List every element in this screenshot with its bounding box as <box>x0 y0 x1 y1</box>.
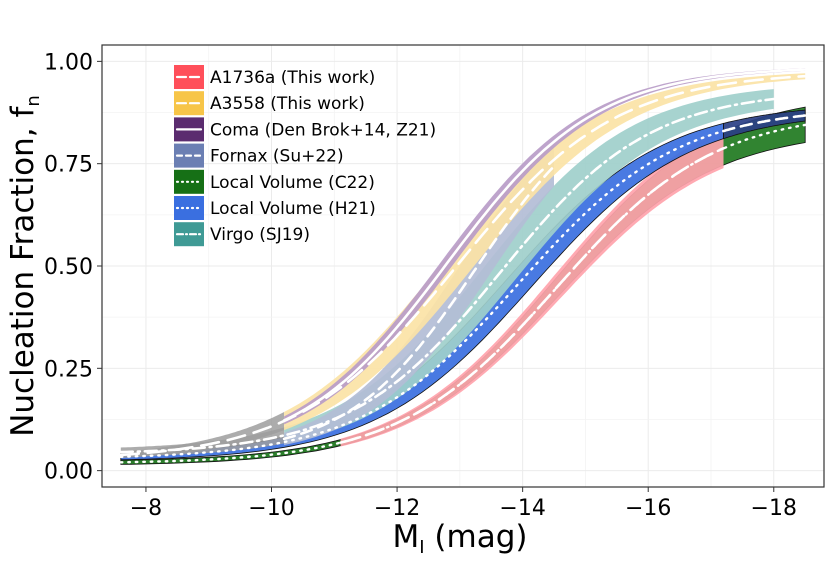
x-tick-label: −10 <box>248 496 294 521</box>
legend-label-coma-den-brok-14-z21: Coma (Den Brok+14, Z21) <box>210 120 436 140</box>
legend-label-a3558-this-work: A3558 (This work) <box>210 94 365 114</box>
x-tick-label: −12 <box>374 496 420 521</box>
x-axis-title-main: M <box>393 519 420 555</box>
x-axis-title-sub: I <box>419 537 424 558</box>
y-tick-label: 0.25 <box>44 357 93 382</box>
median-line-local-volume-h21 <box>119 129 725 458</box>
median-line-a3558-this-work <box>119 74 807 457</box>
y-tick-label: 1.00 <box>44 50 93 75</box>
legend-label-fornax-su-22: Fornax (Su+22) <box>210 147 344 167</box>
x-axis-title: MI (mag) <box>393 519 528 558</box>
legend-label-local-volume-c22: Local Volume (C22) <box>210 173 375 193</box>
median-line-coma-den-brok-14-z21 <box>282 68 807 422</box>
legend-label-local-volume-h21: Local Volume (H21) <box>210 199 376 219</box>
band-a1736a-this-work <box>340 128 724 447</box>
legend: A1736a (This work) A3558 (This work) Coma … <box>174 65 436 247</box>
x-tick-label: −8 <box>130 496 162 521</box>
median-line-layer <box>119 68 807 464</box>
x-tick-label: −16 <box>625 496 671 521</box>
x-tick-label: −14 <box>499 496 545 521</box>
x-axis-title-unit: (mag) <box>425 519 528 555</box>
y-axis-title: Nucleation Fraction, fn <box>5 95 44 437</box>
y-tick-label: 0.75 <box>44 153 93 178</box>
y-tick-label: 0.50 <box>44 255 93 280</box>
median-line-a1736a-this-work <box>339 147 725 444</box>
median-line-virgo-sj19 <box>119 97 776 454</box>
band-a3558-this-work <box>284 73 806 431</box>
legend-label-virgo-sj19: Virgo (SJ19) <box>210 225 310 245</box>
legend-label-a1736a-this-work: A1736a (This work) <box>210 68 375 88</box>
y-axis-title-sub: n <box>23 95 44 106</box>
y-tick-label: 0.00 <box>44 460 93 485</box>
median-line-fornax-su-22 <box>722 114 807 133</box>
median-line-fornax-band-su-22 <box>282 165 556 441</box>
x-tick-label: −18 <box>751 496 797 521</box>
y-axis-title-main: Nucleation Fraction, f <box>5 106 41 437</box>
tick-layer: −8 −10 −12 −14 −16 −18 0.00 0.25 0.50 0.75 1.00 <box>44 50 797 521</box>
